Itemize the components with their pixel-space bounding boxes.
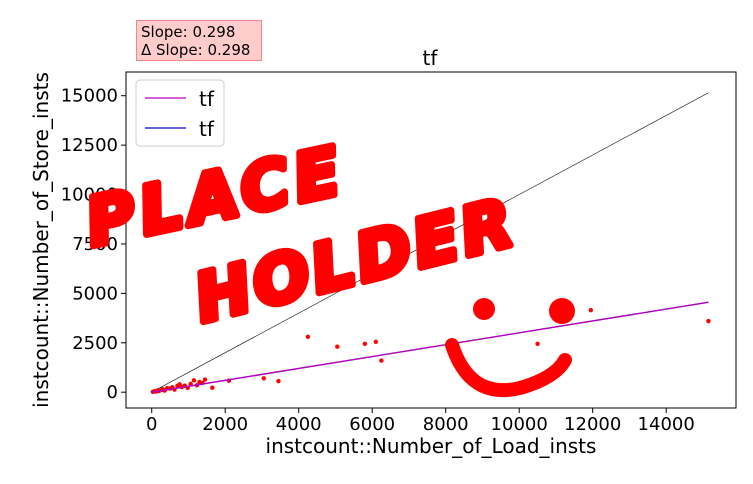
scatter-point	[305, 334, 311, 340]
scatter-point	[362, 341, 368, 346]
chart-title: tf	[423, 46, 439, 70]
scatter-point	[261, 376, 267, 381]
fit-line	[151, 301, 709, 393]
x-axis-label: instcount::Number_of_Load_insts	[266, 434, 597, 458]
delta-slope-text: Δ Slope: 0.298	[141, 41, 251, 59]
slope-annotation: Slope: 0.298 Δ Slope: 0.298	[136, 20, 262, 61]
plot-area: 0 2000 4000 6000 8000 10000 12000 14000 0 2500 500…	[61, 71, 737, 435]
y-tick-label: 5000	[72, 283, 118, 304]
smiley-eye-left	[473, 298, 495, 320]
y-tick-label: 2500	[72, 333, 118, 354]
y-tick-label: 12500	[61, 135, 118, 156]
legend-box	[135, 79, 225, 147]
x-tick-label: 10000	[491, 414, 548, 435]
scatter-point	[210, 385, 215, 390]
x-tick-label: 12000	[564, 414, 621, 435]
x-tick-label: 8000	[423, 414, 469, 435]
placeholder-overlay: PLACE HOLDER	[76, 128, 575, 398]
y-tick-label: 15000	[61, 86, 118, 107]
scatter-point	[706, 318, 711, 324]
y-axis-label: instcount::Number_of_Store_insts	[29, 72, 53, 408]
y-tick-label: 10000	[61, 185, 118, 206]
x-tick-label: 0	[146, 414, 157, 435]
scatter-point	[379, 358, 384, 363]
x-tick-label: 2000	[202, 414, 248, 435]
scatter-point	[276, 378, 281, 384]
scatter-point	[535, 341, 540, 346]
scatter-point	[335, 344, 340, 349]
plot-frame	[125, 71, 737, 409]
scatter-point	[188, 381, 193, 387]
scatter-point	[373, 339, 379, 344]
scatter-point	[202, 377, 208, 382]
legend-label: tf	[199, 117, 215, 141]
scatter-point	[588, 307, 594, 313]
smiley-mouth	[445, 338, 572, 398]
reference-line	[151, 92, 709, 393]
x-tick-label: 4000	[276, 414, 322, 435]
x-tick-label: 14000	[638, 414, 695, 435]
scatter-point	[191, 378, 197, 383]
x-tick-label: 6000	[349, 414, 395, 435]
y-tick-label: 0	[107, 382, 118, 403]
smiley-eye-right	[549, 298, 575, 324]
slope-text: Slope: 0.298	[141, 23, 236, 41]
y-tick-label: 7500	[72, 234, 118, 255]
legend-label: tf	[199, 87, 215, 111]
